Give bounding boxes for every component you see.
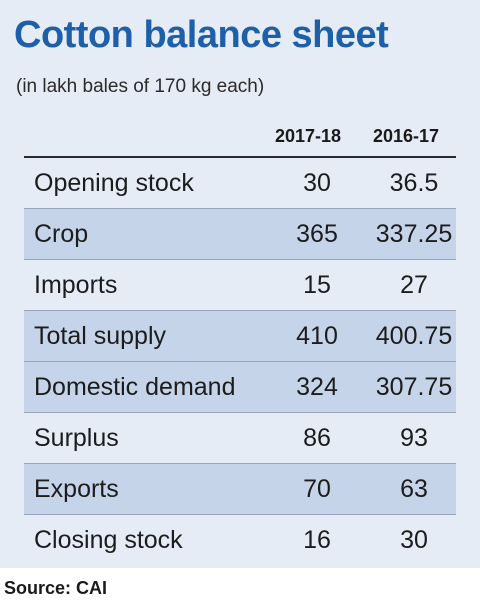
value-2016-17: 337.25 <box>375 219 453 248</box>
value-2017-18: 324 <box>296 372 338 401</box>
page-title: Cotton balance sheet <box>14 14 389 56</box>
row-label: Domestic demand <box>34 372 236 401</box>
value-2016-17: 36.5 <box>389 168 439 197</box>
row-label: Exports <box>34 474 119 503</box>
value-2016-17: 93 <box>400 423 428 452</box>
column-header-2016-17: 2016-17 <box>372 126 440 146</box>
value-2017-18: 70 <box>303 474 331 503</box>
row-label: Imports <box>34 270 118 299</box>
table-row: Crop 365 337.25 <box>24 208 456 259</box>
value-2017-18: 30 <box>303 168 331 197</box>
value-2017-18: 86 <box>303 423 331 452</box>
value-2017-18: 410 <box>296 321 338 350</box>
subtitle: (in lakh bales of 170 kg each) <box>16 76 265 97</box>
table-row: Domestic demand 324 307.75 <box>24 361 456 412</box>
row-label: Closing stock <box>34 525 183 554</box>
table-row: Surplus 86 93 <box>24 412 456 463</box>
row-label: Total supply <box>34 321 167 350</box>
value-2016-17: 30 <box>400 525 428 554</box>
value-2016-17: 63 <box>400 474 428 503</box>
table-row: Exports 70 63 <box>24 463 456 514</box>
value-2017-18: 16 <box>303 525 331 554</box>
value-2016-17: 400.75 <box>375 321 453 350</box>
value-2017-18: 365 <box>296 219 338 248</box>
value-2016-17: 27 <box>400 270 428 299</box>
value-2016-17: 307.75 <box>375 372 453 401</box>
table-row: Imports 15 27 <box>24 259 456 310</box>
row-label: Crop <box>34 219 89 248</box>
row-label: Surplus <box>34 423 119 452</box>
source-note: Source: CAI <box>4 578 108 598</box>
balance-table: Opening stock 30 36.5 Crop 365 337.25 Im… <box>24 156 456 565</box>
row-label: Opening stock <box>34 168 194 197</box>
value-2017-18: 15 <box>303 270 331 299</box>
table-row: Opening stock 30 36.5 <box>24 156 456 208</box>
column-header-2017-18: 2017-18 <box>274 126 342 146</box>
table-row: Total supply 410 400.75 <box>24 310 456 361</box>
table-row: Closing stock 16 30 <box>24 514 456 565</box>
